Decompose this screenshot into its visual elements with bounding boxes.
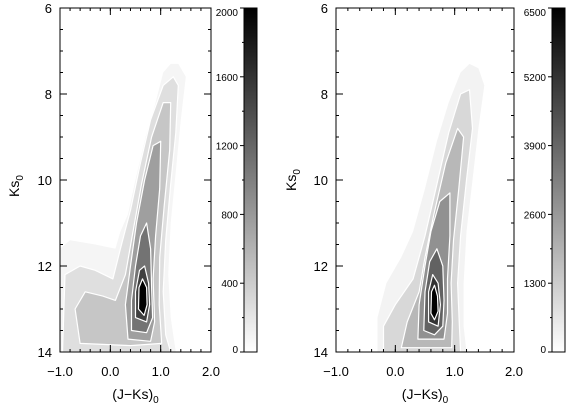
colorbar-tick-label: 400 [221,279,238,290]
colorbar-tick-label: 3900 [524,142,547,153]
density-map [60,63,186,352]
x-axis-title-subscript: 0 [443,395,449,406]
density-map [377,63,485,352]
colorbar-tick-label: 0 [540,345,546,356]
contour-line-4 [423,248,445,336]
y-axis-title-main: Ks [283,175,299,191]
contour-line-1 [61,76,179,352]
x-axis-title-main: (J−Ks) [112,386,153,402]
y-tick-label: 8 [321,87,328,102]
colorbar-tick-label: 5200 [524,73,547,84]
contour-line-6 [137,278,148,316]
y-axis-title-main: Ks [6,181,22,197]
colorbar-tick-label: 1300 [524,279,547,290]
contour-line-1 [382,89,474,352]
contour-line-6 [430,284,439,321]
y-tick-label: 10 [314,173,328,188]
y-tick-label: 12 [38,259,52,274]
y-tick-label: 14 [38,345,52,360]
contour-line-3 [124,140,162,342]
y-tick-label: 8 [45,87,52,102]
colorbar-tick-label: 2000 [216,8,239,19]
colorbar-tick-label: 2600 [524,210,547,221]
colorbar-tick-label: 1200 [216,142,239,153]
contour-line-4 [130,222,154,334]
y-tick-label: 10 [38,173,52,188]
x-tick-label: −1.0 [47,364,73,379]
contour-line-5 [134,265,151,323]
y-axis-title-subscript: 0 [15,175,26,181]
colorbar [551,7,566,353]
y-axis-title-subscript: 0 [292,169,303,175]
colorbar-tick-label: 0 [232,345,238,356]
x-tick-label: −1.0 [323,364,349,379]
right-panel: −1.0 0.0 1.0 2.068101214(J−Ks)0Ks0013002600… [283,1,566,406]
colorbar-tick-label: 6500 [524,8,547,19]
contour-line-2 [74,101,172,347]
y-axis-title: Ks0 [283,169,303,191]
x-tick-label: 2.0 [202,364,220,379]
colorbar-tick-label: 1600 [216,73,239,84]
contour-line-5 [428,274,441,327]
y-axis-title: Ks0 [6,175,26,197]
left-panel: −1.0 0.0 1.0 2.068101214(J−Ks)0Ks0040080012… [6,1,258,406]
y-tick-label: 6 [45,1,52,16]
density-level-7 [138,278,148,316]
colorbar [243,7,258,353]
x-tick-label: 0.0 [101,364,119,379]
x-axis-title-subscript: 0 [153,395,159,406]
x-axis-title-main: (J−Ks) [402,386,443,402]
y-tick-label: 12 [314,259,328,274]
x-tick-label: 0.0 [386,364,404,379]
colorbar-tick-label: 800 [221,210,238,221]
x-tick-label: 2.0 [505,364,523,379]
y-tick-label: 6 [321,1,328,16]
x-tick-label: 1.0 [446,364,464,379]
x-axis-title: (J−Ks)0 [112,386,159,406]
x-tick-label: 1.0 [152,364,170,379]
contour-line-3 [417,192,451,340]
x-axis-title: (J−Ks)0 [402,386,449,406]
contour-line-2 [400,127,465,349]
y-tick-label: 14 [314,345,328,360]
